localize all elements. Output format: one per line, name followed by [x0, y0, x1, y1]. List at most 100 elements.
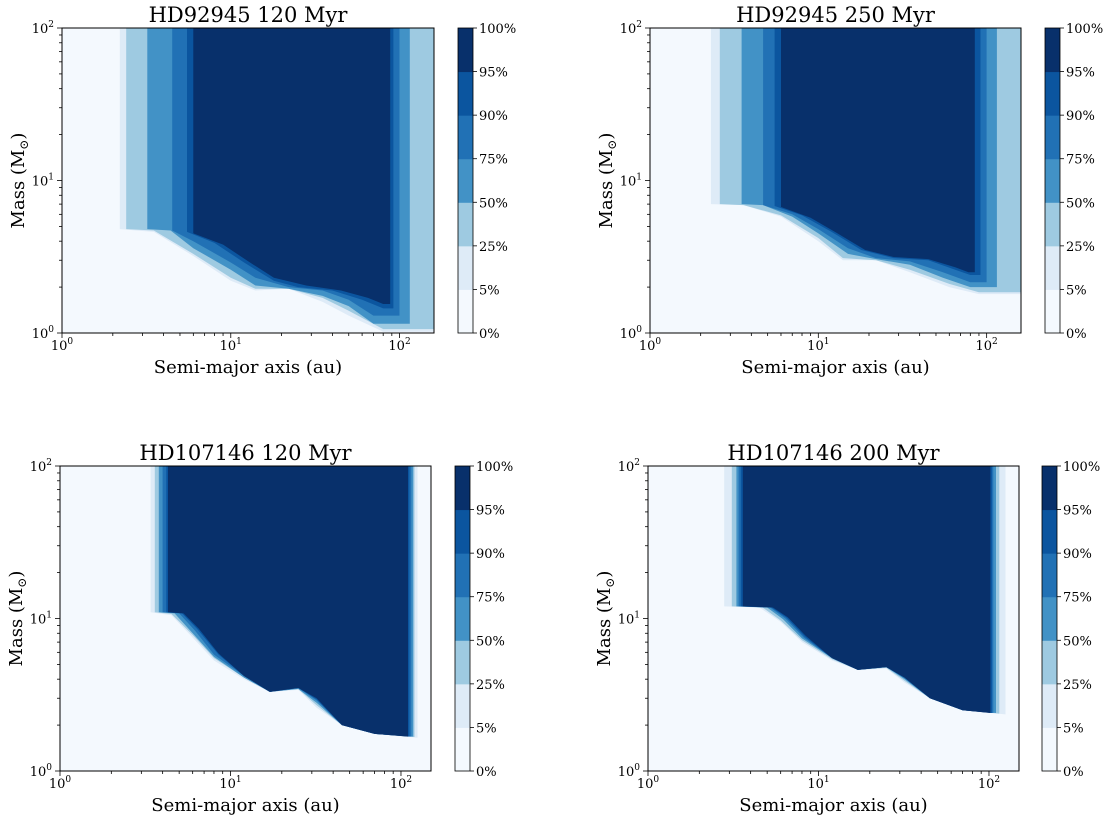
- colorbar-band: [458, 202, 473, 247]
- colorbar-tick-label: 0%: [476, 765, 497, 780]
- colorbar-band: [455, 553, 470, 598]
- colorbar-tick-label: 90%: [1066, 109, 1095, 124]
- colorbar-tick-label: 5%: [479, 283, 500, 298]
- y-tick-label: 101: [32, 173, 54, 190]
- y-tick-label: 100: [620, 325, 643, 342]
- colorbar-tick-label: 75%: [479, 153, 508, 168]
- colorbar-tick-label: 50%: [1063, 634, 1092, 649]
- chart-title: HD92945 250 Myr: [736, 3, 936, 27]
- x-tick-label: 102: [390, 775, 412, 792]
- chart-panel-1: 100 101 102 100 101 102 HD92945 120 Myr Semi-ma…: [8, 3, 516, 378]
- x-tick-label: 100: [639, 337, 662, 354]
- colorbar-band: [455, 640, 470, 685]
- colorbar-band: [1042, 466, 1057, 511]
- x-tick-label: 102: [976, 337, 998, 354]
- colorbar-tick-label: 25%: [479, 240, 508, 255]
- y-tick-label: 102: [620, 20, 642, 37]
- colorbar-band: [1045, 158, 1060, 203]
- contour-regions: [724, 466, 1006, 715]
- colorbar-tick-label: 75%: [1066, 153, 1095, 168]
- colorbar-band: [1045, 289, 1060, 334]
- colorbar-band: [458, 158, 473, 203]
- contour-region-95pct: [168, 466, 408, 737]
- contour-region-95pct: [781, 28, 975, 273]
- y-tick-label: 102: [32, 20, 54, 37]
- colorbar: 0% 5% 25% 50% 75% 90% 95% 100%: [1041, 460, 1100, 780]
- contour-regions: [150, 466, 418, 738]
- colorbar-tick-label: 25%: [1063, 678, 1092, 693]
- colorbar-frame: [1044, 27, 1061, 334]
- x-tick-label: 102: [978, 775, 1000, 792]
- colorbar-frame: [454, 465, 471, 772]
- colorbar-tick-label: 95%: [476, 504, 505, 519]
- contour-region-95pct: [193, 28, 391, 304]
- colorbar-tick-label: 95%: [1066, 66, 1095, 81]
- colorbar-tick-label: 0%: [1066, 327, 1087, 342]
- colorbar: 0% 5% 25% 50% 75% 90% 95% 100%: [454, 460, 513, 780]
- chart-panel-3: 100 101 102 100 101 102 HD107146 120 Myr Semi-m…: [6, 441, 513, 816]
- colorbar-tick-label: 90%: [476, 547, 505, 562]
- colorbar-band: [458, 115, 473, 160]
- colorbar-frame: [1041, 465, 1058, 772]
- colorbar-tick-label: 90%: [479, 109, 508, 124]
- colorbar-frame: [457, 27, 474, 334]
- y-tick-label: 102: [618, 458, 640, 475]
- x-tick-label: 101: [219, 775, 241, 792]
- colorbar-band: [458, 71, 473, 116]
- colorbar-tick-label: 90%: [1063, 547, 1092, 562]
- y-tick-label: 101: [620, 173, 642, 190]
- colorbar-tick-label: 100%: [1066, 22, 1103, 37]
- colorbar-tick-label: 0%: [479, 327, 500, 342]
- chart-panel-4: 100 101 102 100 101 102 HD107146 200 Myr Semi-m…: [594, 441, 1100, 816]
- colorbar-band: [1042, 683, 1057, 728]
- colorbar-tick-label: 25%: [476, 678, 505, 693]
- colorbar-band: [455, 683, 470, 728]
- colorbar-tick-label: 50%: [476, 634, 505, 649]
- colorbar: 0% 5% 25% 50% 75% 90% 95% 100%: [1044, 22, 1103, 342]
- colorbar-band: [458, 28, 473, 73]
- x-axis-label: Semi-major axis (au): [151, 795, 339, 816]
- chart-title: HD107146 120 Myr: [139, 441, 352, 465]
- x-tick-label: 100: [49, 775, 72, 792]
- x-tick-label: 100: [51, 337, 74, 354]
- y-tick-label: 100: [32, 325, 55, 342]
- y-axis-label: Mass (M⊙): [596, 133, 619, 229]
- colorbar-band: [1042, 509, 1057, 554]
- colorbar-tick-label: 100%: [479, 22, 516, 37]
- colorbar-band: [455, 727, 470, 772]
- chart-panel-2: 100 101 102 100 101 102 HD92945 250 Myr Semi-ma…: [596, 3, 1103, 378]
- y-tick-label: 100: [30, 763, 53, 780]
- y-tick-label: 101: [618, 611, 640, 628]
- colorbar-band: [1045, 28, 1060, 73]
- y-axis-label: Mass (M⊙): [8, 133, 31, 229]
- x-tick-label: 100: [637, 775, 660, 792]
- colorbar-band: [455, 596, 470, 641]
- colorbar-tick-label: 75%: [1063, 591, 1092, 606]
- colorbar-tick-label: 75%: [476, 591, 505, 606]
- x-tick-label: 102: [388, 337, 410, 354]
- colorbar-tick-label: 95%: [479, 66, 508, 81]
- x-axis-label: Semi-major axis (au): [154, 357, 342, 378]
- colorbar-band: [1042, 640, 1057, 685]
- colorbar-band: [455, 466, 470, 511]
- y-tick-label: 102: [30, 458, 52, 475]
- x-axis-label: Semi-major axis (au): [739, 795, 927, 816]
- x-tick-label: 101: [220, 337, 242, 354]
- chart-title: HD107146 200 Myr: [727, 441, 940, 465]
- colorbar-band: [1042, 727, 1057, 772]
- colorbar-tick-label: 100%: [1063, 460, 1100, 475]
- contour-regions: [710, 28, 1021, 295]
- colorbar-tick-label: 95%: [1063, 504, 1092, 519]
- x-tick-label: 101: [807, 775, 829, 792]
- x-tick-label: 101: [807, 337, 829, 354]
- colorbar-tick-label: 50%: [479, 196, 508, 211]
- colorbar-tick-label: 5%: [1063, 721, 1084, 736]
- colorbar-band: [455, 509, 470, 554]
- x-axis-label: Semi-major axis (au): [741, 357, 929, 378]
- y-tick-label: 100: [618, 763, 641, 780]
- colorbar-tick-label: 0%: [1063, 765, 1084, 780]
- colorbar-tick-label: 100%: [476, 460, 513, 475]
- colorbar-band: [1042, 596, 1057, 641]
- colorbar-band: [1045, 71, 1060, 116]
- colorbar-band: [1045, 115, 1060, 160]
